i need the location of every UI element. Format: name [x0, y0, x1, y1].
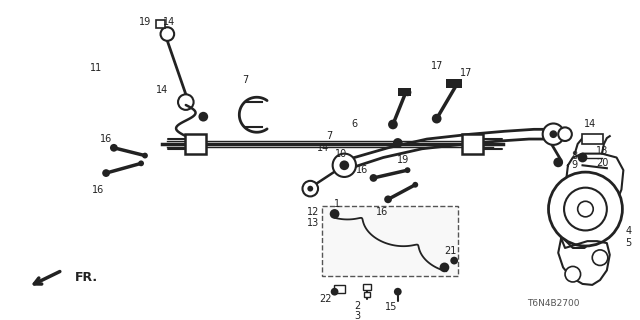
- Circle shape: [142, 153, 148, 158]
- Text: 19: 19: [139, 17, 151, 28]
- Circle shape: [558, 127, 572, 141]
- Text: 16: 16: [92, 185, 104, 195]
- Circle shape: [394, 288, 402, 296]
- Text: 7: 7: [326, 131, 333, 141]
- Circle shape: [432, 114, 442, 124]
- Text: 4: 4: [625, 227, 631, 236]
- Circle shape: [178, 94, 193, 110]
- Bar: [582, 134, 603, 144]
- Bar: [364, 292, 369, 297]
- Circle shape: [333, 154, 356, 177]
- Circle shape: [564, 188, 607, 230]
- Text: 1: 1: [333, 199, 340, 209]
- Circle shape: [565, 267, 580, 282]
- Circle shape: [412, 182, 418, 188]
- Text: 9: 9: [572, 160, 578, 170]
- Text: 16: 16: [100, 134, 112, 144]
- Circle shape: [440, 262, 449, 272]
- Text: 17: 17: [431, 61, 443, 71]
- Text: FR.: FR.: [75, 271, 98, 284]
- Circle shape: [451, 257, 458, 264]
- Text: 20: 20: [596, 158, 608, 168]
- Circle shape: [369, 174, 378, 182]
- Circle shape: [331, 288, 339, 296]
- Text: 13: 13: [307, 218, 319, 228]
- Circle shape: [393, 138, 403, 148]
- Text: 18: 18: [596, 146, 608, 156]
- Circle shape: [543, 124, 564, 145]
- Text: 16: 16: [376, 207, 388, 217]
- Text: 3: 3: [354, 311, 360, 320]
- Text: 6: 6: [351, 119, 357, 130]
- Text: 7: 7: [242, 75, 248, 85]
- Circle shape: [303, 181, 318, 196]
- Circle shape: [554, 157, 563, 167]
- Bar: [185, 134, 206, 154]
- Circle shape: [110, 144, 118, 152]
- Circle shape: [578, 153, 588, 162]
- Circle shape: [578, 201, 593, 217]
- Circle shape: [388, 120, 398, 129]
- Circle shape: [404, 89, 412, 96]
- Text: 21: 21: [444, 246, 456, 256]
- Text: 10: 10: [335, 148, 348, 159]
- Text: T6N4B2700: T6N4B2700: [527, 299, 580, 308]
- Text: 19: 19: [397, 156, 409, 165]
- Text: 8: 8: [572, 151, 578, 161]
- Bar: [333, 285, 346, 293]
- Bar: [398, 89, 412, 96]
- Circle shape: [330, 209, 339, 219]
- Bar: [447, 79, 462, 88]
- Bar: [462, 134, 483, 154]
- Bar: [156, 20, 165, 28]
- Circle shape: [339, 160, 349, 170]
- Text: 14: 14: [156, 85, 168, 95]
- Circle shape: [138, 160, 144, 166]
- Circle shape: [102, 169, 110, 177]
- Text: 5: 5: [625, 238, 631, 248]
- Text: 11: 11: [90, 63, 102, 73]
- Text: 17: 17: [460, 68, 472, 78]
- Circle shape: [592, 250, 608, 266]
- Circle shape: [548, 172, 622, 246]
- Circle shape: [307, 186, 313, 192]
- Text: 22: 22: [319, 294, 332, 305]
- Circle shape: [404, 167, 410, 173]
- Bar: [363, 284, 371, 290]
- Text: 14: 14: [317, 143, 329, 153]
- Text: 14: 14: [584, 119, 596, 130]
- Circle shape: [198, 112, 208, 122]
- Circle shape: [550, 130, 557, 138]
- Text: 14: 14: [163, 17, 175, 28]
- Text: 12: 12: [307, 207, 319, 217]
- Text: 2: 2: [354, 301, 360, 311]
- Text: 15: 15: [385, 302, 397, 312]
- Circle shape: [384, 196, 392, 203]
- Circle shape: [161, 27, 174, 41]
- Text: 16: 16: [356, 165, 368, 175]
- Bar: [322, 206, 458, 276]
